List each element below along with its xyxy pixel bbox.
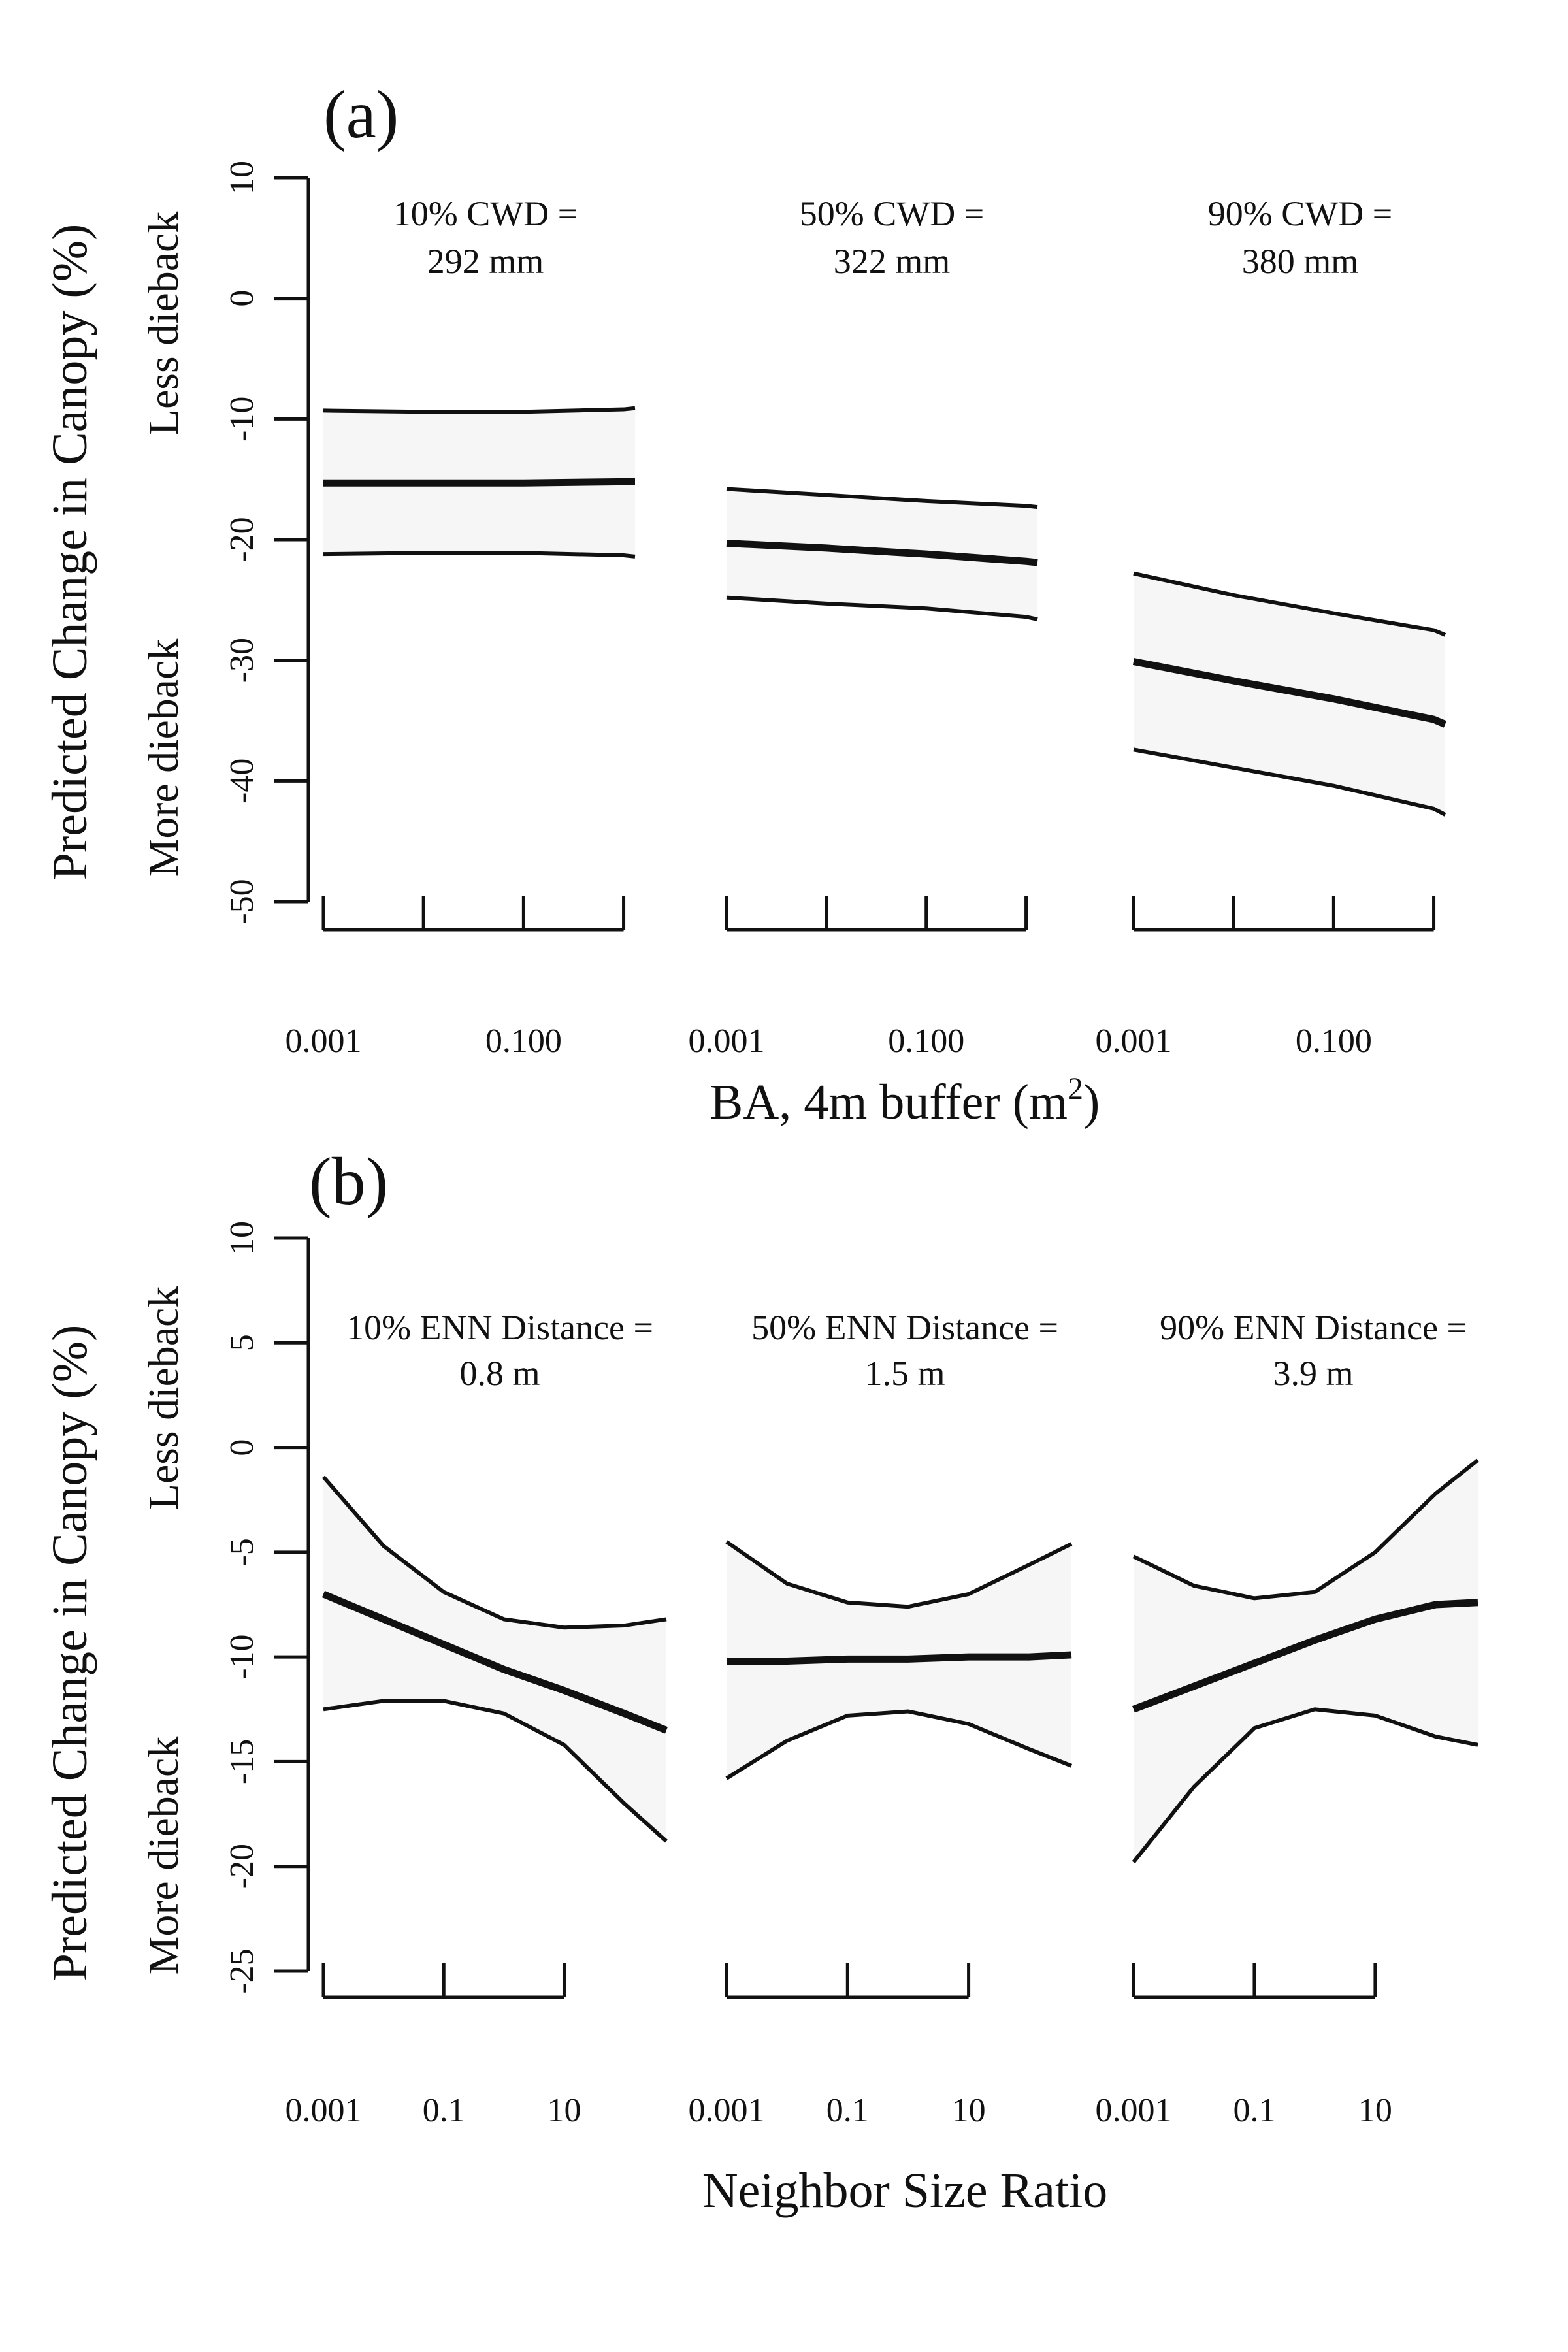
subplot-2: 50% ENN Distance = 1.5 m — [725, 1308, 1073, 1780]
subplot-title-line1: 50% ENN Distance = — [751, 1308, 1058, 1347]
fitted-line — [321, 1590, 668, 1734]
subplot-title-line1: 90% ENN Distance = — [1160, 1308, 1467, 1347]
panel-a-less-dieback-label: Less dieback — [140, 212, 188, 436]
panel-a: (a) Predicted Change in Canopy (%) Less … — [42, 77, 1447, 1130]
lower-ci-line — [726, 595, 1038, 621]
y-tick-label: -25 — [223, 1948, 261, 1993]
x-axis-3: 0.001 0.100 — [1096, 896, 1436, 1060]
panel-a-x-axis-label: BA, 4m buffer (m2) — [710, 1071, 1100, 1130]
y-tick-label: -20 — [223, 1844, 261, 1889]
x-tick-label: 0.001 — [1096, 2092, 1172, 2129]
x-axis-1: 0.001 0.1 10 — [286, 1963, 581, 2129]
y-tick-label: -10 — [223, 397, 261, 442]
y-tick-label: -20 — [223, 517, 261, 562]
subplot-1: 10% CWD = 292 mm — [323, 194, 636, 559]
panel-a-label: (a) — [323, 77, 399, 152]
subplot-title-line2: 0.8 m — [459, 1354, 540, 1393]
subplot-title-line1: 10% ENN Distance = — [346, 1308, 653, 1347]
panel-b-less-dieback-label: Less dieback — [140, 1286, 188, 1511]
subplot-title-line2: 1.5 m — [864, 1354, 945, 1393]
panel-b-y-axis-label: Predicted Change in Canopy (%) — [42, 1325, 97, 1982]
lower-ci-line — [1133, 747, 1446, 817]
subplot-3: 90% CWD = 380 mm — [1132, 194, 1447, 817]
x-tick-label: 0.001 — [286, 2092, 362, 2129]
subplot-1: 10% ENN Distance = 0.8 m — [321, 1308, 668, 1843]
y-tick-label: -10 — [223, 1634, 261, 1679]
subplot-title-line1: 10% CWD = — [393, 194, 578, 233]
subplot-title-line2: 3.9 m — [1273, 1354, 1353, 1393]
fitted-line — [1132, 658, 1447, 728]
y-tick-label: 0 — [223, 1439, 261, 1456]
upper-ci-line — [1132, 1458, 1479, 1601]
y-tick-label: 0 — [223, 290, 261, 307]
y-tick-label: 5 — [223, 1334, 261, 1351]
x-tick-label: 0.001 — [689, 2092, 765, 2129]
upper-ci-line — [725, 1540, 1073, 1609]
y-tick-label: -15 — [223, 1739, 261, 1784]
panel-a-y-axis: 10 0 -10 -20 -30 -40 -50 — [223, 161, 310, 924]
lower-ci-line — [323, 1699, 668, 1843]
x-axis-2: 0.001 0.1 10 — [689, 1963, 986, 2129]
subplot-title-line1: 50% CWD = — [800, 194, 984, 233]
x-tick-label: 0.001 — [1096, 1022, 1172, 1060]
panel-a-x-axes: 0.001 0.100 0.001 0.100 0.001 0.100 — [286, 896, 1436, 1060]
fitted-line — [323, 478, 635, 487]
lower-ci-line — [725, 1709, 1073, 1780]
panel-b-label: (b) — [309, 1144, 388, 1219]
subplot-2: 50% CWD = 322 mm — [726, 194, 1038, 621]
fitted-line — [727, 1651, 1072, 1665]
panel-b-more-dieback-label: More dieback — [140, 1737, 188, 1975]
fitted-line — [726, 540, 1038, 566]
y-tick-label: -40 — [223, 759, 261, 804]
x-tick-label: 0.001 — [286, 1022, 362, 1060]
y-tick-label: -50 — [223, 879, 261, 924]
panel-b-x-axes: 0.001 0.1 10 0.001 0.1 10 0.001 0.1 10 — [286, 1963, 1392, 2129]
fitted-line — [1132, 1599, 1478, 1713]
confidence-band — [323, 1477, 666, 1842]
upper-ci-line — [726, 487, 1038, 510]
confidence-band — [1134, 1460, 1478, 1863]
y-tick-label: -5 — [223, 1538, 261, 1566]
subplot-title-line2: 380 mm — [1242, 242, 1359, 281]
panel-a-more-dieback-label: More dieback — [140, 639, 188, 877]
y-tick-label: 10 — [223, 161, 261, 195]
y-tick-label: -30 — [223, 638, 261, 683]
x-tick-label: 0.1 — [826, 2092, 869, 2129]
x-tick-label: 0.100 — [888, 1022, 964, 1060]
upper-ci-line — [1133, 571, 1446, 637]
panel-b-plot-area: 10% ENN Distance = 0.8 m 50% ENN Distance … — [321, 1308, 1479, 1864]
panel-a-y-axis-label: Predicted Change in Canopy (%) — [42, 224, 97, 881]
panel-a-x-axis-label-suffix: ) — [1083, 1075, 1100, 1130]
y-tick-label: 10 — [223, 1221, 261, 1255]
subplot-title-line2: 292 mm — [427, 242, 544, 281]
x-tick-label: 10 — [547, 2092, 581, 2129]
panel-b: (b) Predicted Change in Canopy (%) Less … — [42, 1144, 1479, 2218]
panel-a-plot-area: 10% CWD = 292 mm 50% CWD = 322 mm 90% CWD = 3… — [323, 194, 1447, 817]
lower-ci-line — [323, 551, 636, 559]
x-tick-label: 10 — [1358, 2092, 1392, 2129]
panel-a-x-axis-label-main: BA, 4m buffer (m — [710, 1075, 1068, 1130]
subplot-3: 90% ENN Distance = 3.9 m — [1132, 1308, 1479, 1864]
x-tick-label: 0.001 — [689, 1022, 765, 1060]
panel-a-x-axis-label-superscript: 2 — [1068, 1071, 1083, 1106]
x-tick-label: 0.1 — [1233, 2092, 1275, 2129]
x-axis-2: 0.001 0.100 — [689, 896, 1028, 1060]
lower-ci-line — [1132, 1707, 1478, 1864]
upper-ci-line — [323, 406, 636, 414]
x-tick-label: 10 — [952, 2092, 986, 2129]
x-tick-label: 0.100 — [485, 1022, 562, 1060]
x-tick-label: 0.1 — [423, 2092, 465, 2129]
subplot-title-line1: 90% CWD = — [1208, 194, 1392, 233]
x-tick-label: 0.100 — [1296, 1022, 1372, 1060]
upper-ci-line — [321, 1475, 667, 1630]
panel-b-y-axis: 10 5 0 -5 -10 -15 -20 -25 — [223, 1221, 310, 1994]
subplot-title-line2: 322 mm — [834, 242, 951, 281]
x-axis-1: 0.001 0.100 — [286, 896, 626, 1060]
x-axis-3: 0.001 0.1 10 — [1096, 1963, 1392, 2129]
panel-b-x-axis-label: Neighbor Size Ratio — [702, 2163, 1108, 2218]
